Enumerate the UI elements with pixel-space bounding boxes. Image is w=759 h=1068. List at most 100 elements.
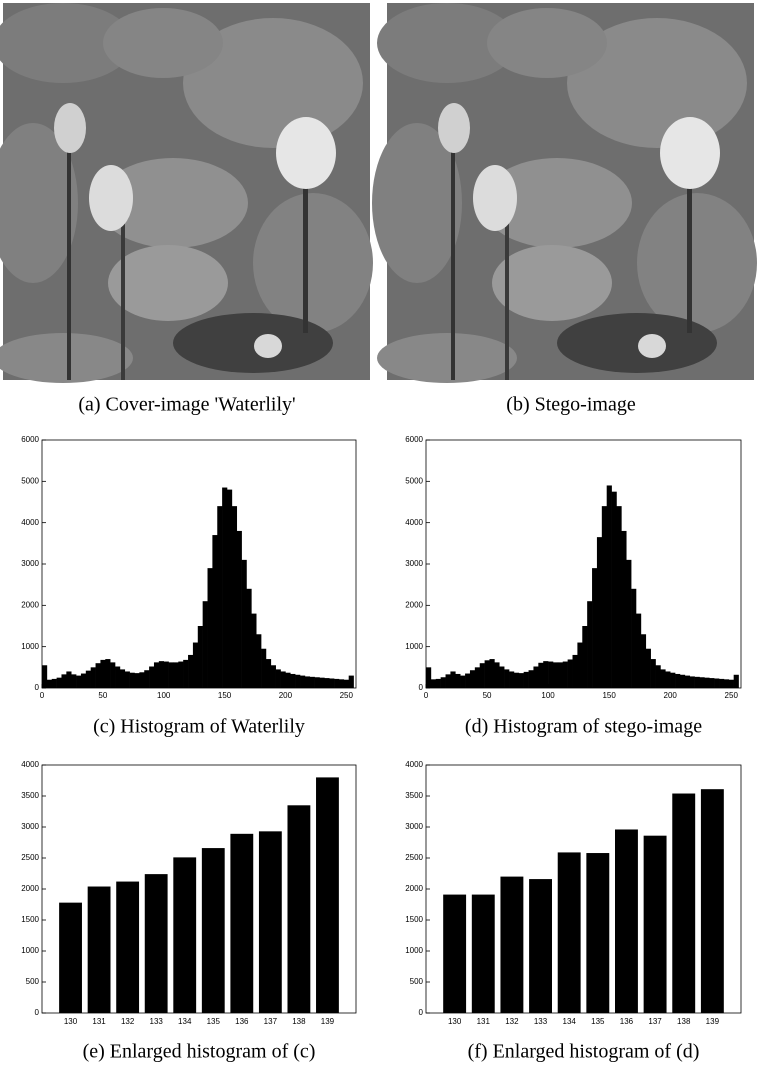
histogram-bar [450,671,456,688]
x-tick-label: 138 [292,1017,306,1026]
histogram-bar [144,670,150,688]
histogram-bar [494,662,500,688]
x-tick-label: 134 [178,1017,192,1026]
histogram-bar [552,662,559,688]
histogram-bar [265,659,272,688]
histogram-bar [197,626,203,688]
y-tick-label: 1500 [405,915,423,924]
y-tick-label: 2000 [21,600,39,609]
x-tick-label: 100 [157,691,171,700]
histogram-bar [241,559,247,688]
y-tick-label: 5000 [21,476,39,485]
histogram-bar [465,673,471,688]
x-tick-label: 138 [677,1017,691,1026]
bar [59,902,82,1013]
histogram-bar [426,667,432,688]
caption: (f) Enlarged histogram of (d) [468,1041,700,1063]
x-tick-label: 137 [264,1017,278,1026]
y-tick-label: 2500 [21,853,39,862]
histogram-bar [655,665,661,688]
bar [643,835,667,1013]
histogram-bar [124,671,130,688]
bar [201,848,225,1013]
x-tick-label: 136 [620,1017,634,1026]
histogram-bar [100,659,106,688]
x-tick-label: 100 [541,691,555,700]
histogram-bar [562,661,568,688]
histogram-bar [246,588,252,688]
histogram-bar [445,674,451,688]
histogram-bar [61,674,67,688]
histogram-bar [134,673,140,688]
x-tick-label: 50 [98,691,107,700]
bar [287,805,311,1013]
plot-frame [41,764,357,1014]
histogram-bar [640,634,647,688]
histogram-bar [499,666,505,688]
histogram-bar [90,667,96,688]
histogram-bar [587,601,593,688]
y-tick-label: 3000 [405,822,423,831]
histogram-bar [679,674,686,688]
histogram-bar [285,672,291,688]
bar [316,777,339,1013]
x-tick-label: 131 [477,1017,491,1026]
histogram-bar [304,676,311,688]
histogram-bar [188,654,194,688]
y-tick-label: 1000 [405,642,423,651]
bar [529,879,552,1013]
histogram-bar [95,663,101,688]
y-tick-label: 6000 [21,435,39,444]
y-tick-label: 2000 [405,600,423,609]
histogram-bar [606,485,612,688]
caption: (c) Histogram of Waterlily [93,716,305,738]
bar [557,852,581,1013]
x-tick-label: 139 [706,1017,720,1026]
histogram-bar [119,669,126,688]
histogram-bar [168,662,174,688]
x-tick-label: 137 [648,1017,662,1026]
histogram-bar [236,530,242,688]
histogram-bar [567,659,573,688]
histogram-bar [314,677,320,688]
histogram-bar [80,673,87,688]
bar [443,894,467,1013]
x-tick-label: 134 [563,1017,577,1026]
histogram-bar [733,674,739,688]
histogram-bar [51,678,57,688]
histogram-bar [660,669,666,688]
histogram-bar [684,675,691,688]
x-tick-label: 133 [534,1017,548,1026]
histogram-bar [295,674,301,688]
histogram-bar [139,672,145,688]
histogram-bar [699,677,705,688]
histogram-bar [479,663,485,688]
y-tick-label: 1000 [405,946,423,955]
histogram-bar [231,506,238,688]
histogram-bar [217,506,223,688]
x-tick-label: 132 [121,1017,135,1026]
stego-image [372,3,757,383]
y-tick-label: 1000 [21,642,39,651]
histogram-bar [572,654,578,688]
x-tick-label: 250 [725,691,739,700]
histogram-bar [343,679,349,688]
x-tick-label: 150 [218,691,232,700]
histogram-bar [670,672,676,688]
histogram-bar [714,678,720,688]
bar [230,833,254,1013]
bar [116,881,140,1013]
histogram-bar [309,676,315,688]
y-tick-label: 3000 [21,822,39,831]
histogram-bar [616,506,622,688]
x-tick-label: 135 [207,1017,221,1026]
histogram-bar [56,677,62,688]
y-tick-label: 3500 [21,791,39,800]
histogram-bar [533,666,539,688]
histogram-bar [523,671,529,688]
histogram-bar [334,678,340,688]
histogram-bar [596,537,603,688]
histogram-bar [163,661,169,688]
y-tick-label: 6000 [405,435,423,444]
